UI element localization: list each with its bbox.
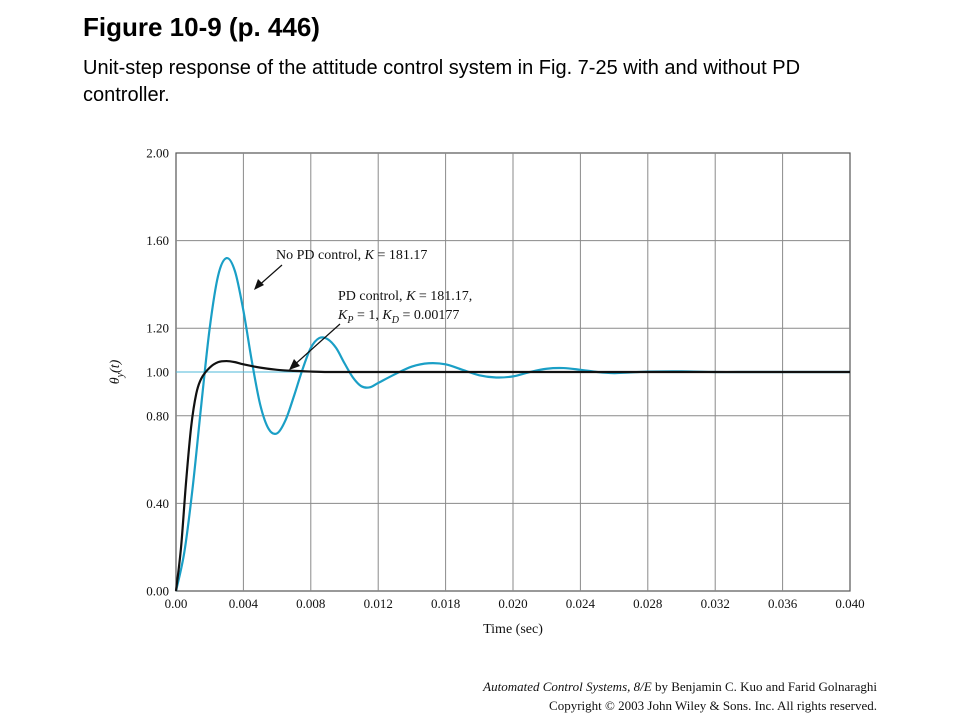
x-tick-labels: 0.00 0.004 0.008 0.012 0.018 0.020 0.024 0.028 0… xyxy=(165,596,865,611)
y-tick-label: 1.00 xyxy=(146,365,169,380)
y-tick-label: 0.00 xyxy=(146,584,169,599)
annotation-pd-arrowhead xyxy=(289,359,300,370)
x-tick-label: 0.008 xyxy=(296,596,325,611)
y-tick-labels: 2.00 1.60 1.20 1.00 0.80 0.40 0.00 xyxy=(146,146,169,599)
x-tick-label: 0.018 xyxy=(431,596,460,611)
x-tick-label: 0.00 xyxy=(165,596,188,611)
x-tick-label: 0.024 xyxy=(566,596,596,611)
annotation-pd-arrow xyxy=(291,323,341,368)
y-tick-label: 0.40 xyxy=(146,496,169,511)
footer-authors: by Benjamin C. Kuo and Farid Golnaraghi xyxy=(651,679,877,694)
footer-copyright: Copyright © 2003 John Wiley & Sons. Inc.… xyxy=(549,698,877,713)
x-tick-label: 0.040 xyxy=(835,596,864,611)
footer-citation: Automated Control Systems, 8/E by Benjam… xyxy=(483,679,877,695)
figure-caption: Unit-step response of the attitude contr… xyxy=(83,57,801,106)
y-tick-label: 1.20 xyxy=(146,321,169,336)
y-tick-label: 1.60 xyxy=(146,233,169,248)
pd-response-line xyxy=(174,359,850,592)
x-tick-label: 0.032 xyxy=(701,596,730,611)
x-tick-label: 0.004 xyxy=(229,596,259,611)
y-axis-label: θy(t) xyxy=(108,359,126,384)
footer-book-title: Automated Control Systems, 8/E xyxy=(483,679,652,694)
annotation-pd-line1: PD control, K = 181.17, xyxy=(338,289,472,304)
annotation-pd-line2: KP = 1, KD = 0.00177 xyxy=(337,308,459,326)
figure-title: Figure 10-9 (p. 446) xyxy=(83,12,320,42)
annotation-no-pd-arrowhead xyxy=(254,279,264,290)
annotation-no-pd: No PD control, K = 181.17 xyxy=(276,248,427,263)
y-tick-label: 2.00 xyxy=(146,146,169,161)
x-axis-label: Time (sec) xyxy=(483,622,543,637)
x-tick-label: 0.012 xyxy=(364,596,393,611)
y-tick-label: 0.80 xyxy=(146,408,169,423)
x-tick-label: 0.028 xyxy=(633,596,662,611)
x-tick-label: 0.036 xyxy=(768,596,798,611)
x-tick-label: 0.020 xyxy=(498,596,527,611)
